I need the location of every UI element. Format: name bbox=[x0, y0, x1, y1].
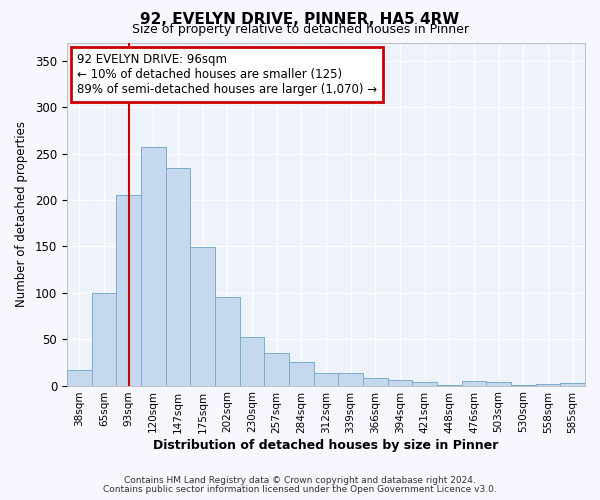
Bar bbox=[141, 148, 166, 386]
Bar bbox=[239, 338, 264, 386]
Bar bbox=[215, 298, 239, 386]
Bar bbox=[264, 353, 289, 386]
Text: Contains public sector information licensed under the Open Government Licence v3: Contains public sector information licen… bbox=[103, 485, 497, 494]
Bar bbox=[437, 384, 461, 386]
Bar bbox=[560, 383, 585, 386]
Bar bbox=[461, 381, 487, 386]
Bar bbox=[289, 362, 314, 386]
Bar bbox=[388, 380, 412, 386]
Bar bbox=[116, 196, 141, 386]
Text: Size of property relative to detached houses in Pinner: Size of property relative to detached ho… bbox=[131, 24, 469, 36]
Bar bbox=[487, 382, 511, 386]
X-axis label: Distribution of detached houses by size in Pinner: Distribution of detached houses by size … bbox=[153, 440, 499, 452]
Bar bbox=[536, 384, 560, 386]
Text: 92, EVELYN DRIVE, PINNER, HA5 4RW: 92, EVELYN DRIVE, PINNER, HA5 4RW bbox=[140, 12, 460, 28]
Bar bbox=[363, 378, 388, 386]
Bar bbox=[190, 248, 215, 386]
Bar bbox=[412, 382, 437, 386]
Bar bbox=[314, 372, 338, 386]
Bar bbox=[92, 293, 116, 386]
Bar bbox=[166, 168, 190, 386]
Bar bbox=[511, 384, 536, 386]
Text: Contains HM Land Registry data © Crown copyright and database right 2024.: Contains HM Land Registry data © Crown c… bbox=[124, 476, 476, 485]
Bar bbox=[67, 370, 92, 386]
Bar bbox=[338, 372, 363, 386]
Text: 92 EVELYN DRIVE: 96sqm
← 10% of detached houses are smaller (125)
89% of semi-de: 92 EVELYN DRIVE: 96sqm ← 10% of detached… bbox=[77, 53, 377, 96]
Y-axis label: Number of detached properties: Number of detached properties bbox=[15, 121, 28, 307]
